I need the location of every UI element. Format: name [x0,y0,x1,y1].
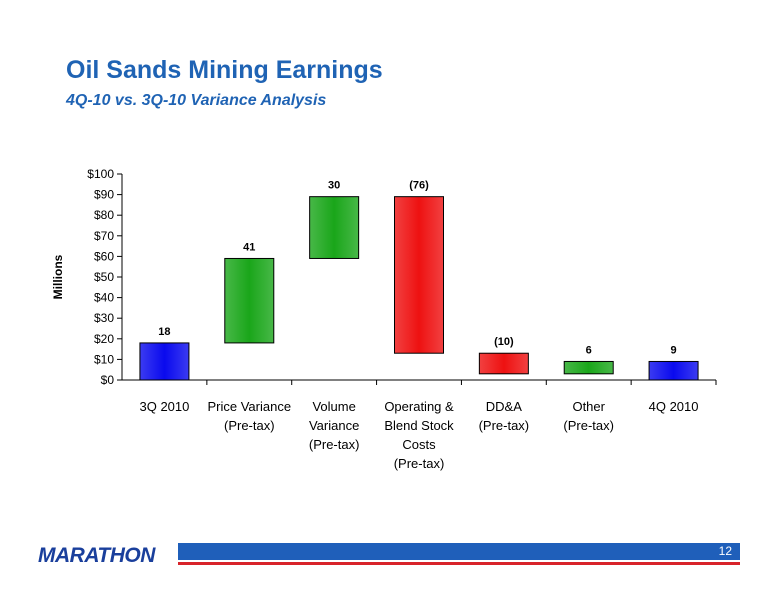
y-tick-label: $90 [94,188,114,202]
bar-decrease [478,352,529,375]
bar-total [139,342,190,381]
footer-blue-band [178,543,740,560]
chart-axes: $0 $10 $20 $30 $40 $50 $60 $70 $80 $90 $100 Million… [51,167,717,387]
x-tick-label: Other (Pre-tax) [563,399,614,433]
y-tick-label: $10 [94,352,114,366]
data-label: 18 [158,326,170,338]
x-tick-label: Volume Variance (Pre-tax) [309,399,360,452]
chart-data-labels: 18 41 30 (76) (10) 6 9 [158,180,676,357]
x-tick-label: DD&A (Pre-tax) [479,399,530,433]
data-label: (76) [409,180,429,192]
data-label: 9 [671,344,677,356]
data-label: 41 [243,241,255,253]
waterfall-chart: $0 $10 $20 $30 $40 $50 $60 $70 $80 $90 $100 Million… [51,167,717,471]
x-tick-label: 4Q 2010 [649,399,699,414]
bar-decrease [394,196,444,354]
data-label: 6 [586,344,592,356]
bar-increase [224,257,275,344]
footer-red-stripe [178,562,740,565]
x-tick-label: Price Variance (Pre-tax) [207,399,291,433]
y-axis-title: Millions [51,254,65,299]
data-label: 30 [328,180,340,192]
bar-increase [563,360,614,375]
y-tick-label: $100 [87,167,114,181]
y-tick-label: $0 [101,373,115,387]
chart-x-tick-labels: 3Q 2010 Price Variance (Pre-tax) Volume Vari… [139,399,698,471]
slide-subtitle: 4Q-10 vs. 3Q-10 Variance Analysis [66,92,327,109]
bar-total [648,360,699,381]
y-tick-label: $60 [94,249,114,263]
y-tick-label: $30 [94,311,114,325]
y-tick-label: $20 [94,332,114,346]
bar-increase [309,196,360,259]
y-tick-label: $50 [94,270,114,284]
page-number: 12 [718,544,732,558]
x-tick-label: 3Q 2010 [139,399,189,414]
marathon-logo: MARATHON [38,544,155,567]
chart-bars [139,196,699,381]
x-tick-label: Operating & Blend Stock Costs (Pre-tax) [384,399,454,471]
slide-title: Oil Sands Mining Earnings [66,56,383,84]
y-tick-label: $80 [94,208,114,222]
y-tick-label: $70 [94,229,114,243]
data-label: (10) [494,336,514,348]
y-tick-label: $40 [94,291,114,305]
